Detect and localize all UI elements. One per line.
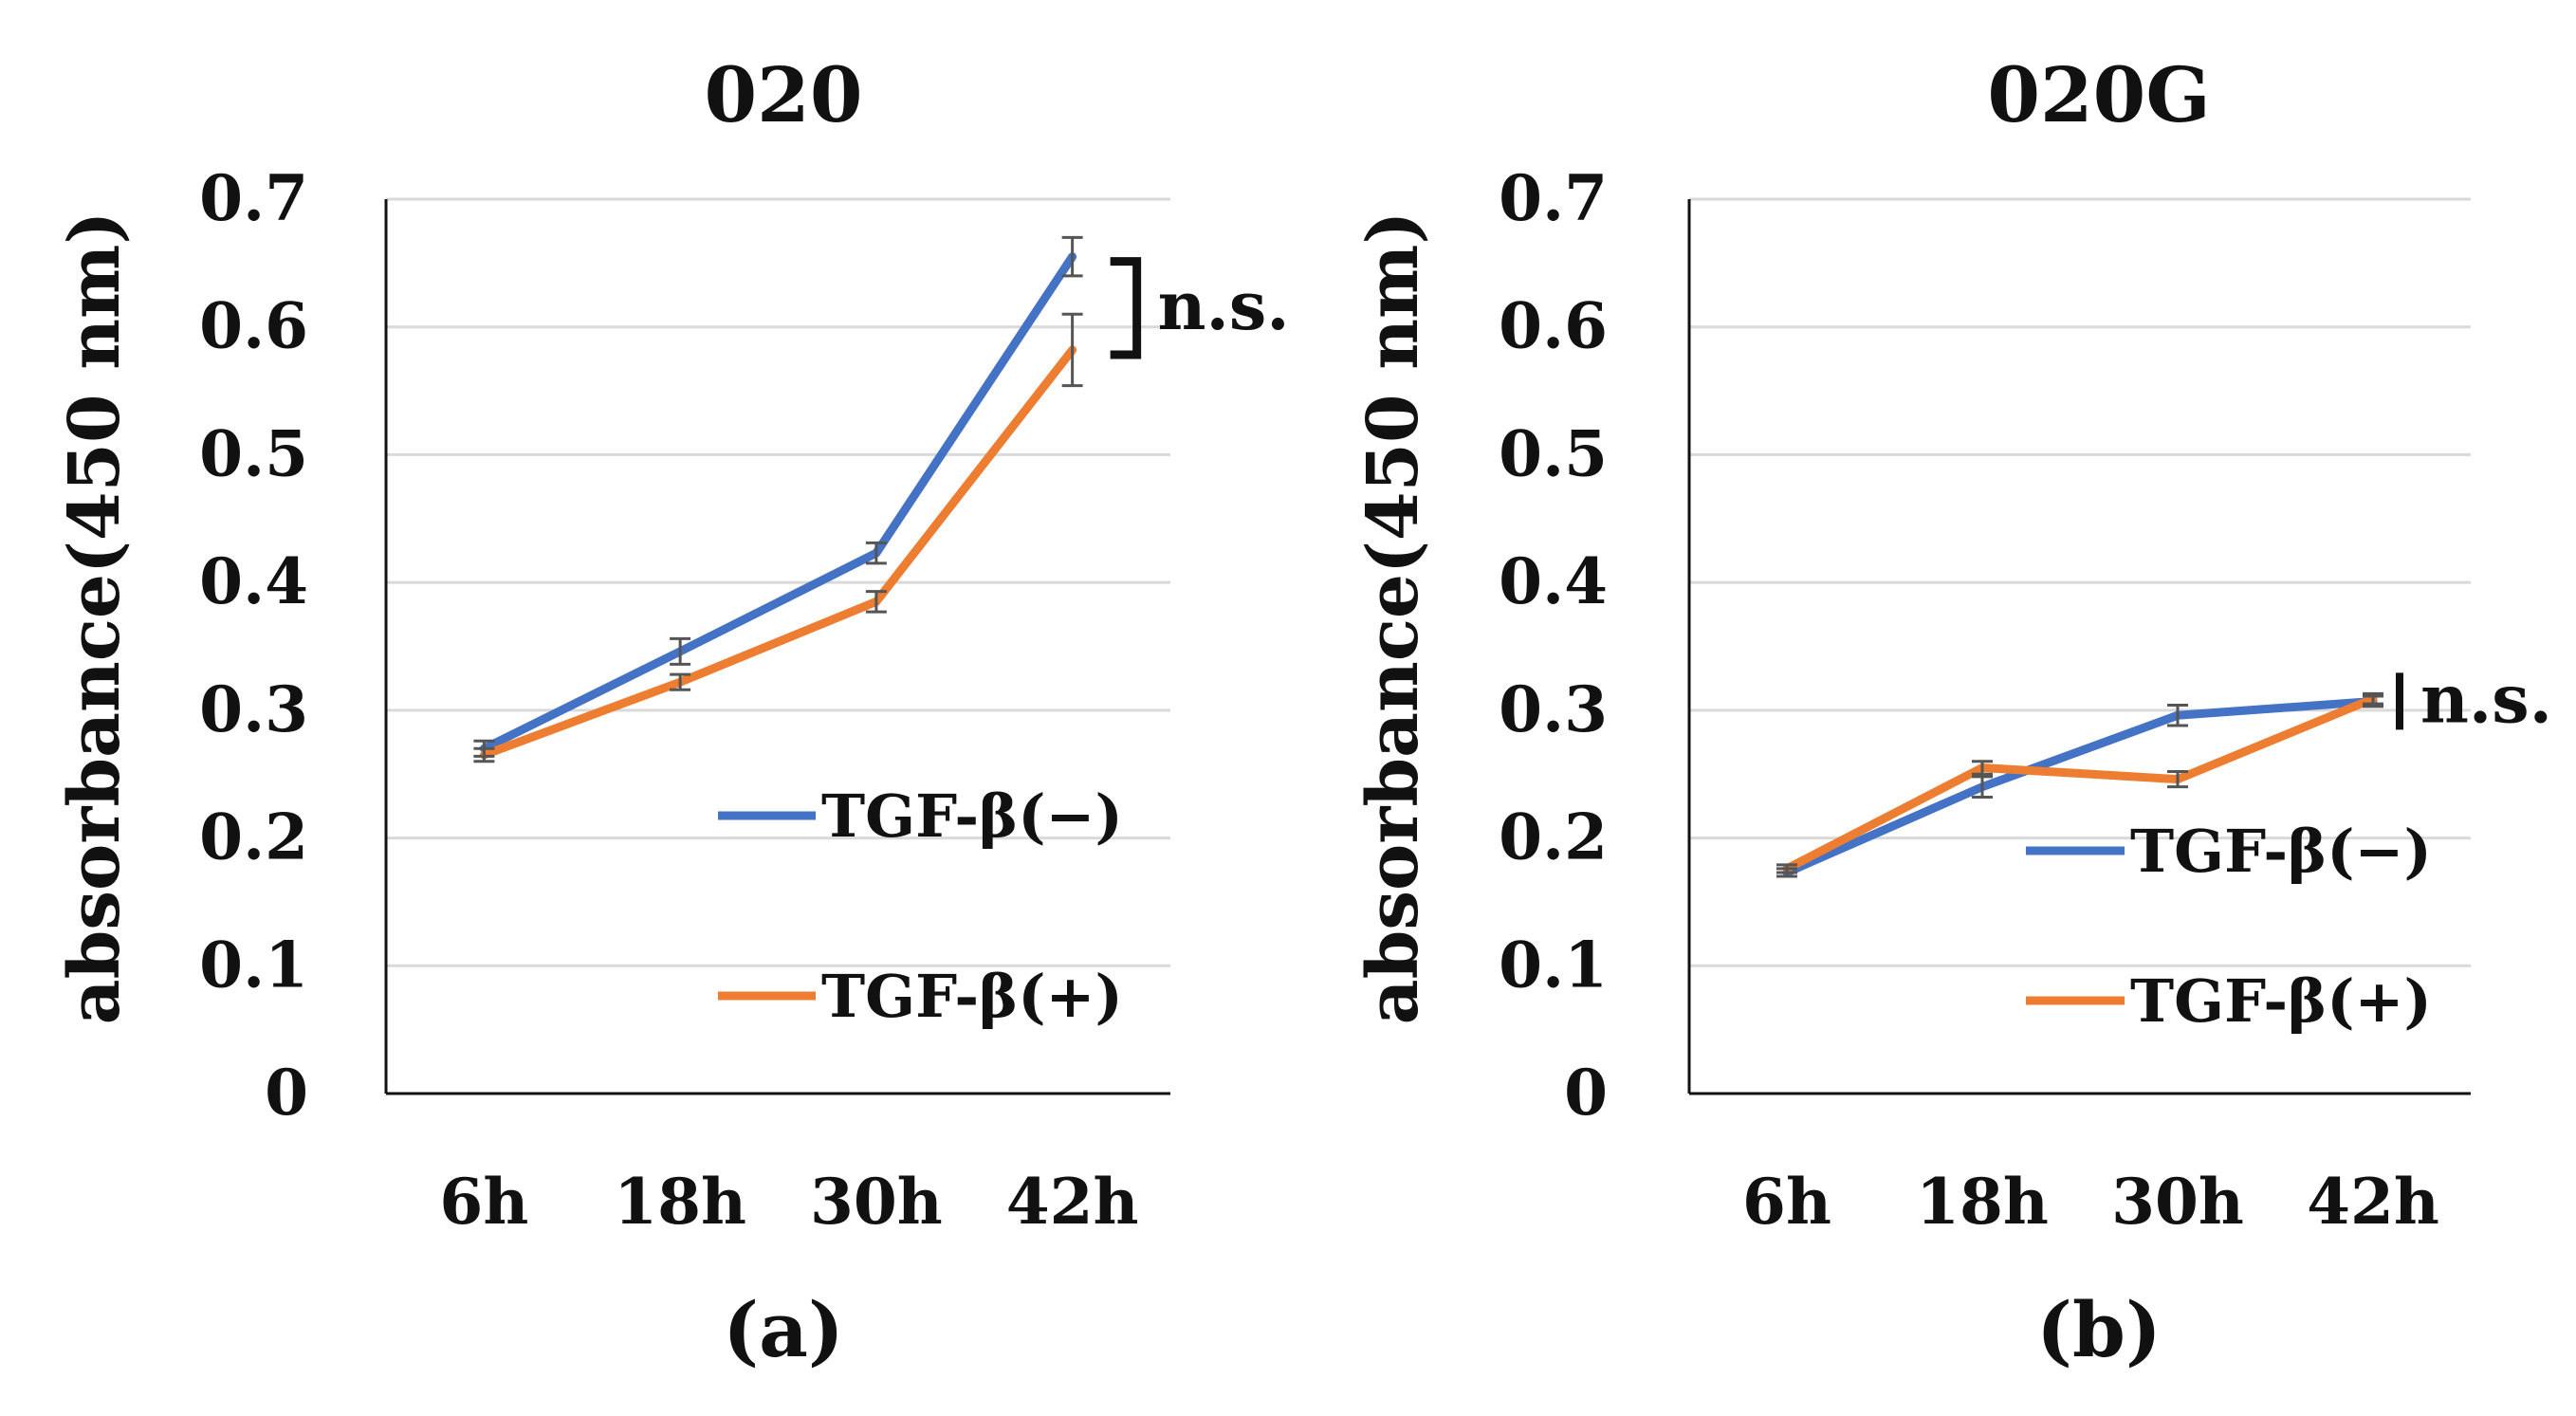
panel-label: (b) (2036, 1285, 2162, 1374)
y-tick-label: 0.3 (1499, 672, 1608, 746)
y-tick-label: 0.4 (199, 544, 308, 618)
series-line-tgf-plus (1782, 694, 2378, 874)
legend-label: TGF-β(−) (821, 782, 1123, 851)
y-axis-label: absorbance(450 nm) (1352, 211, 1434, 1025)
y-tick-label: 0.1 (1499, 928, 1608, 1002)
significance-bracket (1110, 257, 1142, 359)
y-tick-label: 0.6 (1499, 289, 1608, 363)
chart-title: 020G (1987, 50, 2210, 139)
x-tick-label: 18h (1916, 1165, 2049, 1239)
x-tick-label: 42h (2307, 1165, 2439, 1239)
y-tick-label: 0.7 (1499, 161, 1608, 235)
chart-panel-a: 0 0.1 0.2 0.3 0.4 0.5 0.6 0.7 6h 18h 30h 42h 020 (a) a… (54, 50, 1290, 1374)
chart-title: 020 (705, 50, 863, 139)
y-tick-label: 0.5 (1499, 416, 1608, 490)
x-tick-label: 30h (810, 1165, 943, 1239)
series-line-tgf-minus (1782, 696, 2378, 877)
y-tick-label: 0.6 (199, 289, 308, 363)
x-tick-label: 6h (439, 1165, 528, 1239)
x-tick-label: 6h (1742, 1165, 1831, 1239)
y-tick-label: 0.3 (199, 672, 308, 746)
y-tick-label: 0.5 (199, 416, 308, 490)
series-line-tgf-minus (479, 252, 1077, 753)
legend-label: TGF-β(+) (2130, 966, 2432, 1036)
x-tick-label: 30h (2111, 1165, 2244, 1239)
y-tick-label: 0 (265, 1056, 308, 1130)
y-tick-label: 0.7 (199, 161, 308, 235)
legend-label: TGF-β(+) (821, 962, 1123, 1031)
y-tick-label: 0.4 (1499, 544, 1608, 618)
chart-panel-b: 0 0.1 0.2 0.3 0.4 0.5 0.6 0.7 6h 18h 30h 42h 020G (b)… (1352, 50, 2552, 1374)
significance-label: n.s. (1158, 267, 1290, 345)
significance-label: n.s. (2420, 659, 2552, 738)
y-tick-label: 0 (1564, 1056, 1608, 1130)
y-tick-label: 0.2 (199, 800, 308, 874)
panel-label: (a) (723, 1285, 844, 1374)
y-tick-label: 0.1 (199, 928, 308, 1002)
legend-label: TGF-β(−) (2130, 817, 2432, 886)
series-line-tgf-plus (479, 345, 1077, 760)
y-axis-label: absorbance(450 nm) (54, 211, 136, 1025)
x-tick-label: 18h (614, 1165, 746, 1239)
y-tick-label: 0.2 (1499, 800, 1608, 874)
x-tick-label: 42h (1006, 1165, 1139, 1239)
